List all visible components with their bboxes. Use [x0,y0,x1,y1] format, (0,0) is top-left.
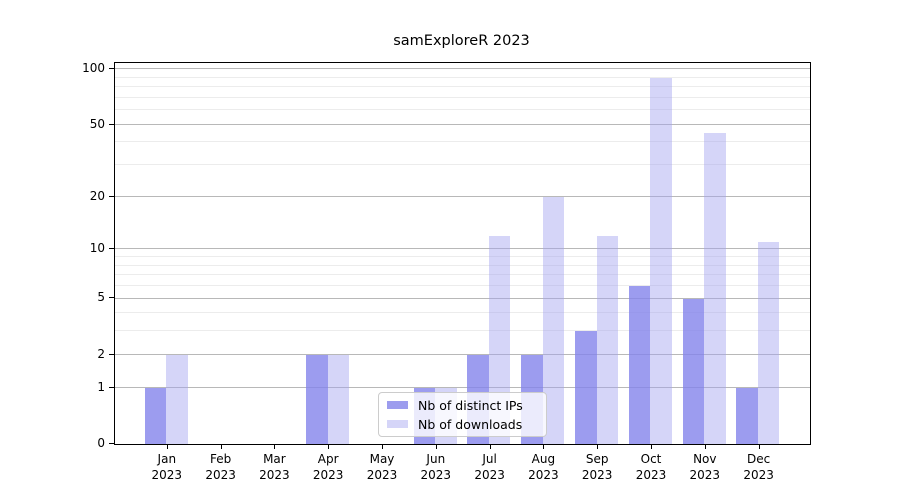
y-tick-label: 1 [97,379,105,394]
gridline [115,386,810,388]
y-tick-label: 5 [97,290,105,305]
bar-downloads-dec [757,242,780,444]
y-tick-label: 2 [97,346,105,361]
y-tick-label: 50 [89,116,105,131]
gridline [115,274,810,276]
y-tick-label: 20 [89,188,105,203]
legend-swatch-distinct-ips [387,401,408,409]
gridline [115,195,810,197]
gridline [115,76,810,78]
gridline [115,164,810,166]
y-tick-mark [109,123,114,125]
bar-downloads-aug [542,196,565,444]
bar-downloads-sep [596,235,618,444]
x-tick-label: Oct 2023 [635,452,667,482]
gridline [115,264,810,266]
legend-item-distinct-ips: Nb of distinct IPs [387,398,538,413]
x-tick-label: Nov 2023 [689,452,721,482]
gridline [115,86,810,88]
y-tick-label: 10 [89,241,105,256]
y-tick-mark [109,353,114,355]
bar-downloads-jul [488,235,511,444]
x-tick-mark [220,444,222,449]
x-tick-mark [382,444,383,449]
gridline [115,330,810,332]
y-tick-label: 0 [97,436,105,450]
gridline [115,284,810,286]
gridline [115,256,810,257]
x-tick-mark [328,444,330,449]
gridline [115,109,810,111]
x-tick-label: Feb 2023 [205,452,236,482]
bar-distinct-ips-oct [628,285,651,444]
y-tick-mark [109,68,114,70]
bar-distinct-ips-dec [736,387,758,444]
y-tick-mark [109,386,114,388]
x-tick-mark [274,444,276,449]
x-tick-mark [651,444,652,449]
bar-distinct-ips-jan [144,387,167,444]
y-tick-mark [109,195,114,197]
chart-title: samExploreR 2023 [393,33,530,49]
x-tick-label: May 2023 [366,452,398,482]
gridline [115,353,810,355]
bar-downloads-nov [704,133,726,444]
gridline [115,141,810,143]
x-tick-label: Sep 2023 [581,452,613,482]
bar-distinct-ips-apr [306,354,328,444]
y-tick-label: 100 [82,61,105,76]
legend-label-downloads: Nb of downloads [418,416,523,432]
x-tick-label: Jul 2023 [474,452,505,482]
gridline [115,96,810,98]
gridline [115,123,810,125]
legend: Nb of distinct IPs Nb of downloads [378,392,547,437]
y-tick-mark [109,248,114,250]
gridline [115,248,810,250]
y-tick-mark [109,443,114,444]
x-tick-label: Jun 2023 [420,452,452,482]
x-tick-mark [543,444,545,449]
gridline [115,68,810,70]
legend-swatch-downloads [387,420,408,428]
x-tick-mark [489,444,491,449]
gridline [115,312,810,314]
x-tick-label: Mar 2023 [259,452,290,482]
x-tick-label: Apr 2023 [312,452,344,482]
bar-downloads-apr [327,354,349,444]
x-tick-label: Dec 2023 [743,452,774,482]
legend-item-downloads: Nb of downloads [387,417,538,432]
x-tick-label: Jan 2023 [151,452,183,482]
y-tick-mark [109,297,114,299]
bar-distinct-ips-nov [682,298,705,444]
x-tick-mark [435,444,437,449]
x-tick-mark [166,444,168,449]
gridline [115,297,810,299]
legend-label-distinct-ips: Nb of distinct IPs [418,397,523,413]
bar-downloads-jan [166,354,188,444]
bar-downloads-oct [650,77,672,444]
x-tick-mark [704,444,706,449]
x-tick-label: Aug 2023 [528,452,559,482]
x-tick-mark [597,444,599,449]
plot-area [114,62,811,445]
bar-distinct-ips-sep [575,331,597,444]
x-tick-mark [758,444,760,449]
